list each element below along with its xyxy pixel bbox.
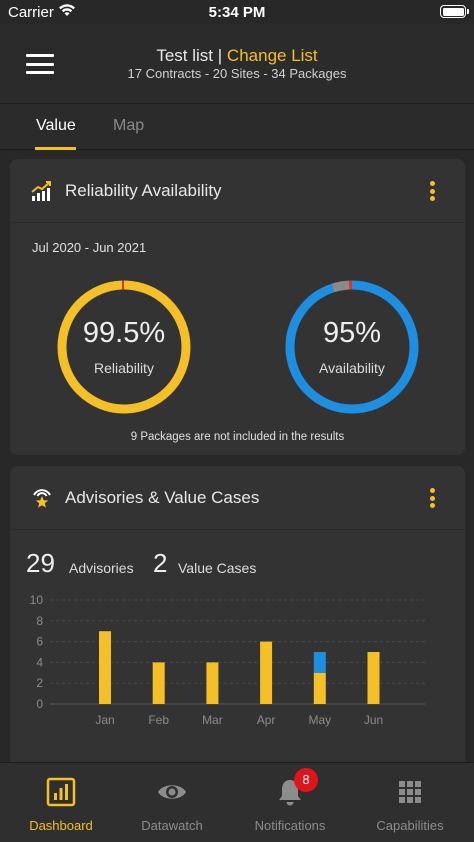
availability-gauge: 95% Availability [282,277,422,417]
title-separator: | [217,46,223,65]
availability-label: Availability [319,360,385,376]
nav-datawatch[interactable]: Datawatch [113,763,231,842]
tab-map[interactable]: Map [113,117,145,134]
advisories-value-cases-card: Advisories & Value Cases 29 Advisories 2… [10,466,465,766]
wifi-icon [59,4,75,16]
dashboard-icon [46,777,76,807]
reliability-gauge: 99.5% Reliability [54,277,194,417]
list-summary: 17 Contracts - 20 Sites - 34 Packages [127,66,347,81]
y-tick-label: 2 [36,676,43,690]
bar-apr-series-0 [260,641,273,704]
bar-jan-series-0 [99,631,111,704]
card-title: Advisories & Value Cases [65,488,260,507]
y-tick-label: 8 [36,614,43,628]
grid-icon [399,781,421,803]
card-header: Reliability Availability [10,159,465,223]
advisories-bar-chart: 0 2 4 6 8 10 Jan Feb Mar Apr May Jun [30,593,425,727]
list-title: Test list | Change List [0,46,474,66]
tab-bar: Value Map [0,104,474,150]
reliability-ring [57,280,191,414]
excluded-packages-note: 9 Packages are not included in the resul… [130,431,345,443]
eye-icon [158,785,186,799]
reliability-label: Reliability [94,360,154,376]
bar-may-series-1 [313,652,326,673]
x-tick-label: Mar [202,713,223,727]
y-tick-label: 4 [36,655,43,669]
nav-label: Capabilities [376,818,444,833]
y-tick-label: 0 [36,697,43,711]
nav-label: Dashboard [29,818,93,833]
date-range: Jul 2020 - Jun 2021 [32,240,147,255]
tab-value[interactable]: Value [36,117,76,134]
nav-capabilities[interactable]: Capabilities [351,763,469,842]
nav-dashboard[interactable]: Dashboard [2,763,120,842]
nav-notifications[interactable]: Notifications [231,763,349,842]
y-tick-label: 10 [30,593,44,607]
bar-mar-series-0 [206,662,219,704]
reliability-value: 99.5% [82,317,166,349]
status-bar: Carrier 5:34 PM [0,0,474,24]
trend-chart-icon [31,181,51,201]
availability-ring [285,280,419,414]
list-name: Test list [156,46,214,65]
radar-star-icon [33,489,51,508]
battery-icon [440,5,469,18]
x-tick-label: Jun [364,713,383,727]
clock: 5:34 PM [208,4,266,21]
value-cases-label: Value Cases [178,560,257,576]
nav-label: Notifications [254,818,326,833]
advisories-count: 29 [26,548,55,578]
value-cases-count: 2 [153,548,168,578]
x-tick-label: Jan [95,713,114,727]
app-header: Test list | Change List 17 Contracts - 2… [0,24,474,104]
carrier-label: Carrier [8,4,54,21]
notifications-badge: 8 [294,768,318,792]
card-title: Reliability Availability [65,181,222,200]
hamburger-menu-icon[interactable] [26,54,54,74]
bottom-navigation: Dashboard Datawatch Notifications Capabi… [0,762,474,842]
y-tick-label: 6 [36,635,43,649]
bar-may-series-0 [313,672,326,704]
more-options-icon[interactable] [430,181,436,201]
card-header: Advisories & Value Cases [10,466,465,530]
availability-value: 95% [322,317,382,349]
bar-feb-series-0 [152,662,165,704]
active-tab-indicator [35,147,76,150]
x-tick-label: Apr [257,713,276,727]
nav-label: Datawatch [141,818,203,833]
reliability-availability-card: Reliability Availability Jul 2020 - Jun … [10,159,465,455]
advisories-label: Advisories [69,560,134,576]
more-options-icon[interactable] [430,488,436,508]
bar-jun-series-0 [367,652,380,704]
change-list-link[interactable]: Change List [226,46,318,65]
x-tick-label: Feb [148,713,169,727]
x-tick-label: May [308,713,331,727]
